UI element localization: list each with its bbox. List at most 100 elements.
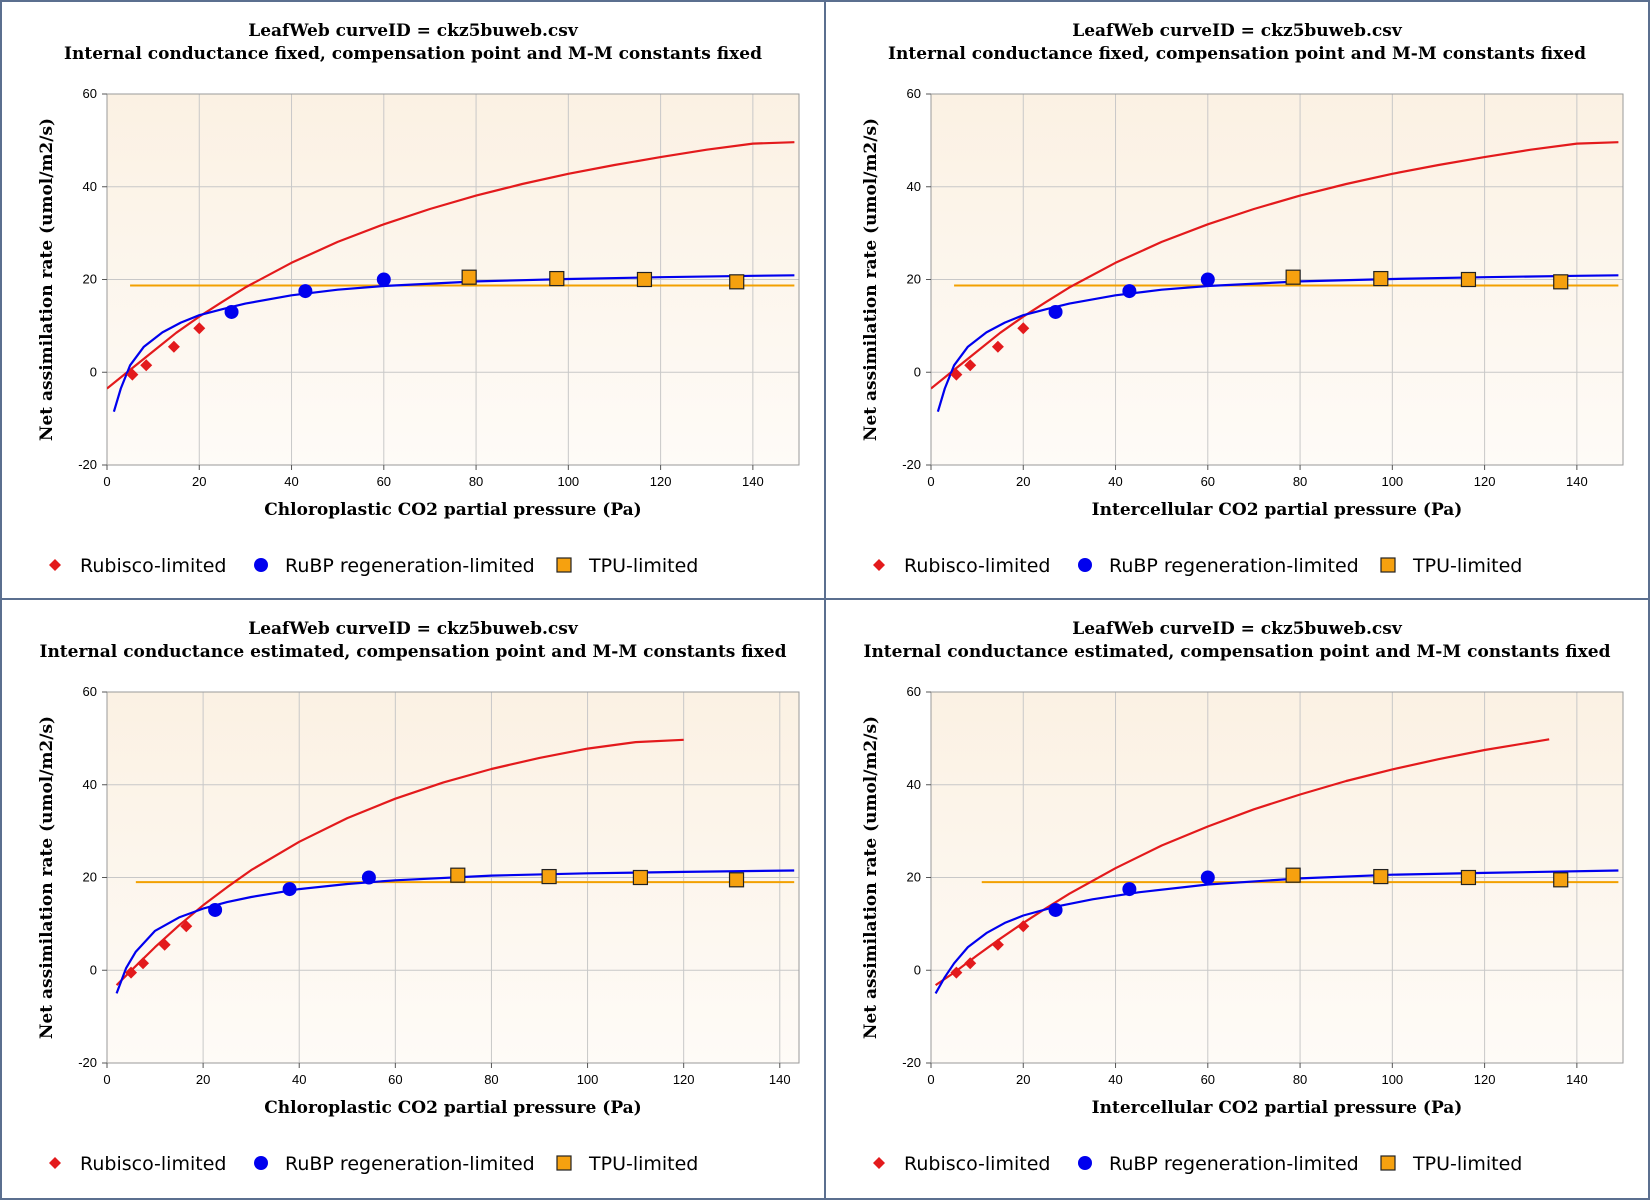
series-group <box>115 738 795 994</box>
rubisco-point <box>964 957 977 970</box>
x-tick-label: 120 <box>1474 474 1496 489</box>
legend-rubisco-marker <box>873 1157 885 1169</box>
rubp-limited-curve <box>936 274 1619 413</box>
tpu-point <box>728 872 745 888</box>
y-tick-label: 40 <box>907 777 921 792</box>
y-tick-label: -20 <box>902 457 921 472</box>
rubisco-limited-curve <box>931 141 1619 390</box>
rubp-point <box>1048 304 1063 319</box>
y-tick-label: 40 <box>907 179 921 194</box>
legend-tpu-label: TPU-limited <box>1412 555 1522 577</box>
y-tick-label: 60 <box>907 684 921 699</box>
chart-subtitle: Internal conductance estimated, compensa… <box>40 642 787 662</box>
chart-subtitle: Internal conductance fixed, compensation… <box>64 44 762 64</box>
x-tick-label: 60 <box>1201 1072 1215 1087</box>
tpu-point <box>1460 869 1477 886</box>
x-tick-label: 100 <box>1381 1072 1403 1087</box>
rubisco-point <box>158 938 171 951</box>
y-tick-label: 0 <box>90 962 97 977</box>
y-axis-label: Net assimilation rate (umol/m2/s) <box>37 118 57 441</box>
series-group <box>107 141 795 413</box>
x-axis-label: Chloroplastic CO2 partial pressure (Pa) <box>264 500 641 520</box>
chart-subtitle: Internal conductance fixed, compensation… <box>888 44 1586 64</box>
chart-panel-bottom-left: LeafWeb curveID = ckz5buweb.csv Internal … <box>0 598 826 1200</box>
rubp-point <box>208 902 223 917</box>
x-axis-label: Intercellular CO2 partial pressure (Pa) <box>1092 1098 1463 1118</box>
legend-tpu-label: TPU-limited <box>588 1153 698 1175</box>
x-tick-label: 120 <box>673 1072 695 1087</box>
x-tick-label: 20 <box>1016 474 1030 489</box>
y-axis-label: Net assimilation rate (umol/m2/s) <box>37 716 57 1039</box>
chart-svg: LeafWeb curveID = ckz5buweb.csv Internal … <box>37 619 800 1175</box>
chart-panel-bottom-right: LeafWeb curveID = ckz5buweb.csv Internal … <box>824 598 1650 1200</box>
legend-rubisco-label: Rubisco-limited <box>80 1153 226 1175</box>
x-tick-label: 20 <box>196 1072 210 1087</box>
y-axis-label: Net assimilation rate (umol/m2/s) <box>861 118 881 441</box>
y-tick-label: 0 <box>914 962 921 977</box>
rubisco-point <box>140 359 153 372</box>
x-tick-label: 0 <box>927 1072 934 1087</box>
y-tick-label: -20 <box>78 457 97 472</box>
y-tick-label: -20 <box>902 1055 921 1070</box>
legend: Rubisco-limited RuBP regeneration-limited… <box>49 555 698 577</box>
chart-title: LeafWeb curveID = ckz5buweb.csv <box>248 619 579 639</box>
legend-tpu-marker <box>1380 1155 1396 1171</box>
rubp-point <box>282 882 297 897</box>
x-tick-label: 60 <box>388 1072 402 1087</box>
tpu-point <box>1460 271 1477 288</box>
legend-tpu-marker <box>1380 557 1396 573</box>
tpu-point <box>632 869 649 886</box>
tpu-point <box>461 269 477 285</box>
legend-tpu-marker <box>556 557 572 573</box>
rubisco-limited-curve <box>107 141 795 390</box>
rubp-point <box>298 284 313 299</box>
tpu-point <box>636 271 653 288</box>
x-tick-label: 0 <box>103 1072 110 1087</box>
chart-panel-top-right: LeafWeb curveID = ckz5buweb.csv Internal … <box>824 0 1650 600</box>
y-tick-label: 60 <box>907 86 921 101</box>
y-tick-label: 20 <box>83 272 97 287</box>
x-tick-label: 140 <box>742 474 764 489</box>
chart-title: LeafWeb curveID = ckz5buweb.csv <box>1072 21 1403 41</box>
tpu-point <box>1373 270 1389 287</box>
chart-panel-top-left: LeafWeb curveID = ckz5buweb.csv Internal … <box>0 0 826 600</box>
tpu-point <box>549 270 565 287</box>
legend: Rubisco-limited RuBP regeneration-limited… <box>873 555 1522 577</box>
x-tick-label: 80 <box>1293 474 1307 489</box>
x-tick-label: 100 <box>557 474 579 489</box>
rubp-point <box>1200 870 1215 885</box>
y-tick-label: 0 <box>90 364 97 379</box>
legend-rubisco-label: Rubisco-limited <box>904 555 1050 577</box>
x-tick-label: 80 <box>469 474 483 489</box>
y-tick-label: 40 <box>83 777 97 792</box>
rubisco-point <box>950 368 963 381</box>
chart-title: LeafWeb curveID = ckz5buweb.csv <box>1072 619 1403 639</box>
rubp-limited-curve <box>112 274 795 413</box>
legend-tpu-label: TPU-limited <box>588 555 698 577</box>
x-axis-label: Intercellular CO2 partial pressure (Pa) <box>1092 500 1463 520</box>
chart-svg: LeafWeb curveID = ckz5buweb.csv Internal … <box>861 21 1624 577</box>
x-tick-label: 140 <box>1566 1072 1588 1087</box>
rubisco-point <box>193 322 206 335</box>
legend-rubp-label: RuBP regeneration-limited <box>285 555 535 577</box>
legend-tpu-marker <box>556 1155 572 1171</box>
y-tick-label: 60 <box>83 684 97 699</box>
x-tick-label: 120 <box>650 474 672 489</box>
y-tick-label: -20 <box>78 1055 97 1070</box>
x-axis-label: Chloroplastic CO2 partial pressure (Pa) <box>264 1098 641 1118</box>
chart-subtitle: Internal conductance estimated, compensa… <box>864 642 1611 662</box>
rubp-point <box>361 870 376 885</box>
legend-tpu-label: TPU-limited <box>1412 1153 1522 1175</box>
x-tick-label: 120 <box>1474 1072 1496 1087</box>
chart-title: LeafWeb curveID = ckz5buweb.csv <box>248 21 579 41</box>
tpu-point <box>1373 868 1389 885</box>
x-tick-label: 40 <box>284 474 298 489</box>
rubp-point <box>376 272 391 287</box>
x-tick-label: 80 <box>484 1072 498 1087</box>
tpu-point <box>1285 867 1301 883</box>
tpu-point <box>1553 274 1569 290</box>
y-tick-label: 20 <box>907 272 921 287</box>
rubisco-point <box>180 920 193 933</box>
chart-svg: LeafWeb curveID = ckz5buweb.csv Internal … <box>861 619 1624 1175</box>
y-tick-label: 60 <box>83 86 97 101</box>
